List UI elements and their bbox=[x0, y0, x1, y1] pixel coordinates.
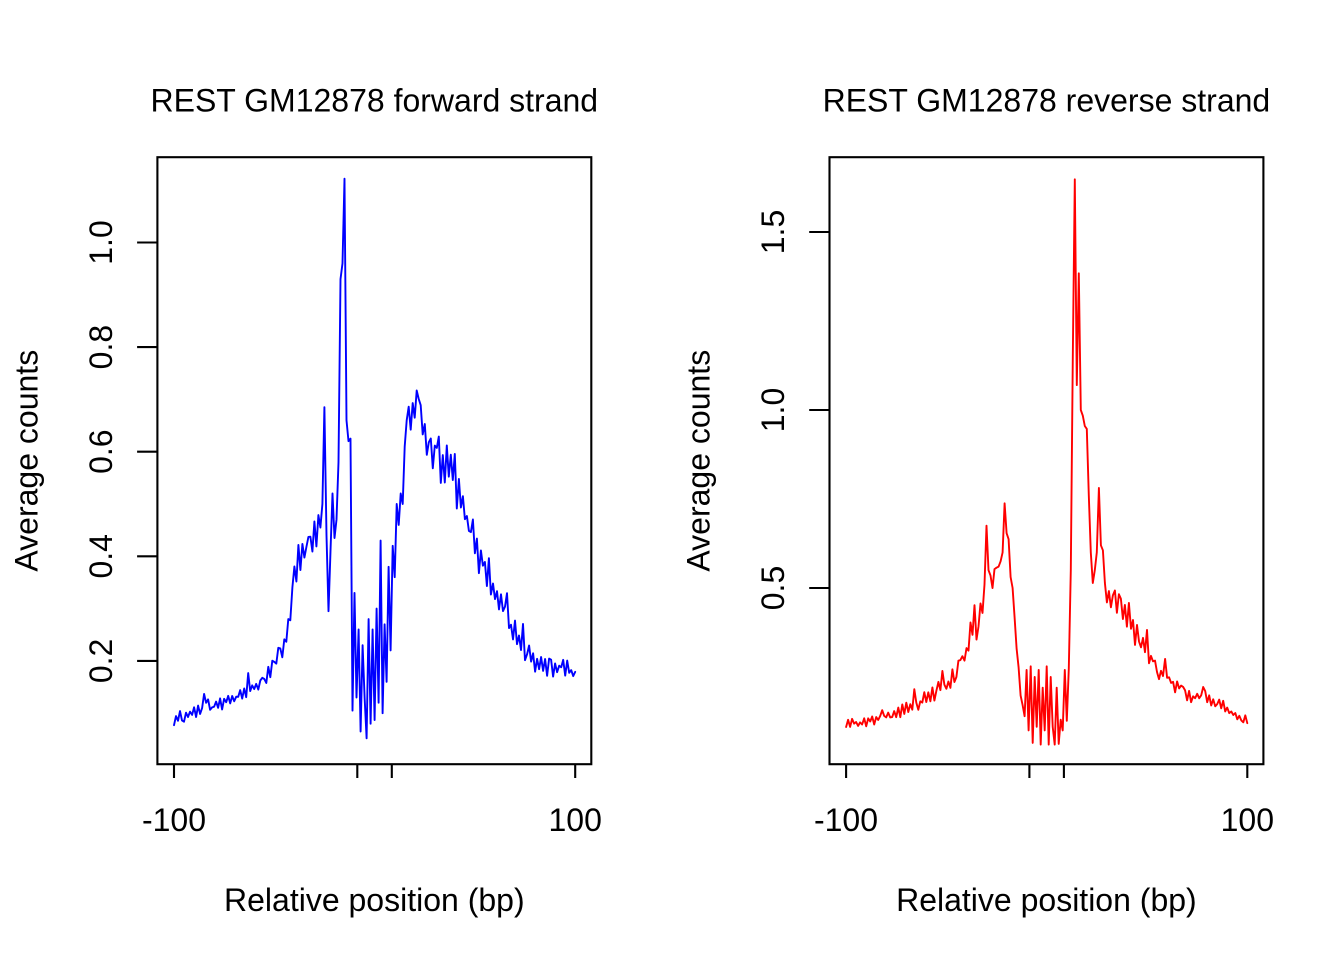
svg-text:REST GM12878 reverse strand: REST GM12878 reverse strand bbox=[823, 83, 1271, 119]
svg-text:1.0: 1.0 bbox=[83, 220, 119, 264]
svg-text:0.2: 0.2 bbox=[83, 639, 119, 683]
svg-text:0.6: 0.6 bbox=[83, 429, 119, 473]
svg-text:-100: -100 bbox=[814, 802, 878, 838]
svg-text:REST GM12878 forward strand: REST GM12878 forward strand bbox=[150, 83, 598, 119]
svg-text:Average counts: Average counts bbox=[9, 350, 45, 572]
svg-text:1.0: 1.0 bbox=[755, 388, 791, 432]
svg-text:0.8: 0.8 bbox=[83, 325, 119, 369]
svg-text:Relative position (bp): Relative position (bp) bbox=[896, 882, 1197, 918]
svg-text:-100: -100 bbox=[142, 802, 206, 838]
svg-text:Average counts: Average counts bbox=[681, 350, 717, 572]
svg-text:1.5: 1.5 bbox=[755, 210, 791, 254]
svg-text:Relative position (bp): Relative position (bp) bbox=[224, 882, 525, 918]
svg-text:100: 100 bbox=[549, 802, 602, 838]
svg-text:0.5: 0.5 bbox=[755, 566, 791, 610]
svg-text:0.4: 0.4 bbox=[83, 534, 119, 578]
svg-text:100: 100 bbox=[1221, 802, 1274, 838]
